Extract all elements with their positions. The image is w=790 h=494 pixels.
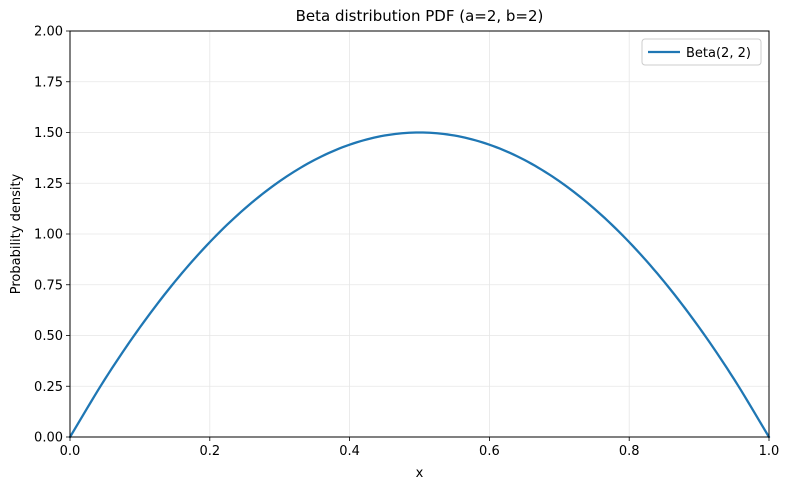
y-tick-label: 1.00 [34,228,63,243]
y-axis-label: Probability density [9,173,24,294]
y-tick-label: 0.25 [34,380,63,395]
x-axis-ticks: 0.0 0.2 0.4 0.6 0.8 1.0 [60,437,780,459]
x-tick-label: 0.2 [199,444,220,459]
y-tick-label: 1.75 [34,75,63,90]
x-tick-label: 1.0 [759,444,780,459]
x-tick-label: 0.8 [619,444,640,459]
y-tick-label: 1.50 [34,126,63,141]
chart-title: Beta distribution PDF (a=2, b=2) [296,7,544,25]
x-axis-label: x [416,466,424,481]
legend: Beta(2, 2) [641,38,762,66]
legend-box [641,38,762,66]
x-tick-label: 0.6 [479,444,500,459]
y-tick-label: 0.00 [34,431,63,446]
y-tick-label: 2.00 [34,25,63,40]
series-layer [68,131,771,439]
y-axis-ticks: 0.00 0.25 0.50 0.75 1.00 1.25 1.50 1.75 2.00 [34,25,70,446]
y-tick-label: 0.75 [34,278,63,293]
y-tick-label: 1.25 [34,177,63,192]
legend-label: Beta(2, 2) [686,46,751,61]
x-tick-label: 0.4 [339,444,360,459]
x-tick-label: 0.0 [60,444,81,459]
series-line [68,131,771,439]
y-tick-label: 0.50 [34,329,63,344]
